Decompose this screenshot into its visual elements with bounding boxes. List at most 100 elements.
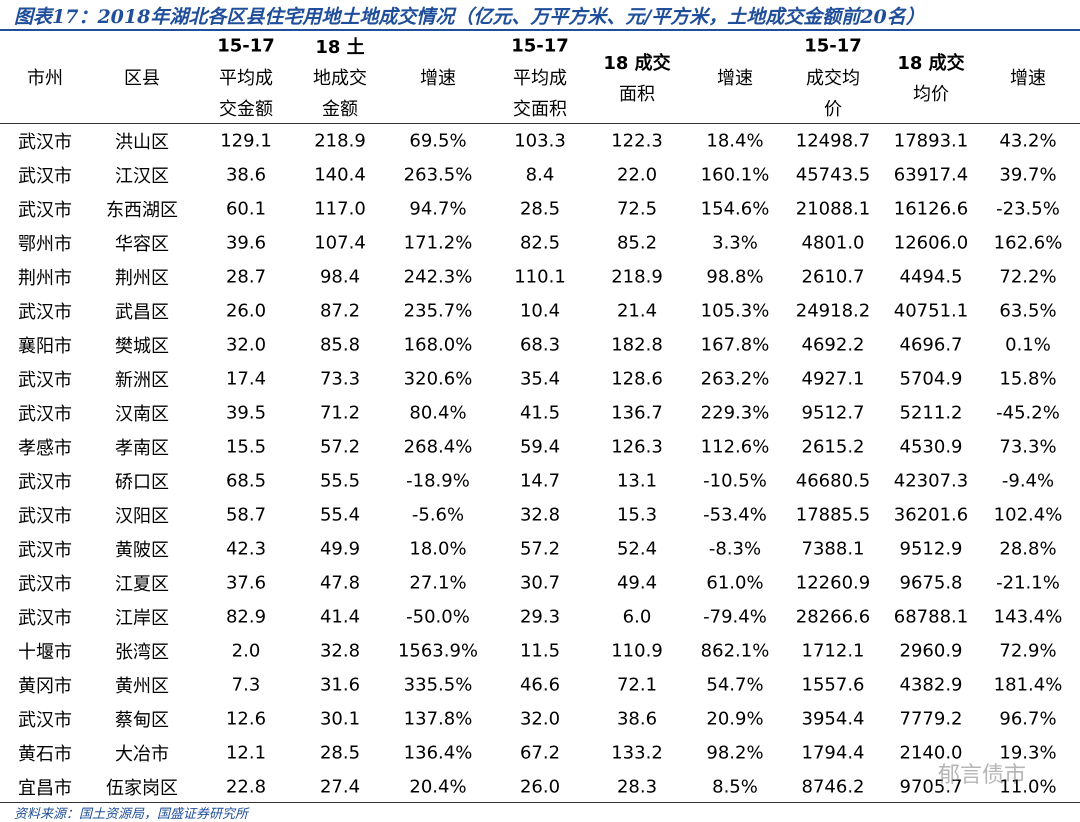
- cell: 1563.9%: [397, 640, 479, 662]
- cell: 129.1: [220, 130, 272, 152]
- cell: 133.2: [611, 742, 663, 764]
- cell: 大冶市: [115, 744, 169, 765]
- cell: 112.6%: [700, 436, 770, 458]
- cell: 12260.9: [795, 572, 871, 594]
- cell: 320.6%: [403, 368, 473, 390]
- cell: 3954.4: [801, 708, 865, 730]
- cell: 1794.4: [801, 742, 865, 764]
- header-cell: 成交均: [806, 68, 860, 89]
- cell: 十堰市: [18, 642, 72, 663]
- cell: 154.6%: [700, 198, 770, 220]
- cell: 60.1: [225, 198, 267, 220]
- cell: 9705.7: [899, 776, 963, 798]
- cell: 21.4: [616, 300, 658, 322]
- header-cell: 均价: [913, 83, 949, 105]
- cell: 4382.9: [899, 674, 963, 696]
- cell: 218.9: [314, 130, 366, 152]
- cell: 71.2: [319, 402, 361, 424]
- header-cell: 价: [824, 99, 842, 120]
- cell: 235.7%: [403, 300, 473, 322]
- cell: 85.2: [616, 232, 658, 254]
- cell: 12.1: [225, 742, 267, 764]
- cell: 11.0%: [999, 776, 1057, 798]
- cell: 江汉区: [115, 166, 169, 187]
- cell: 4696.7: [899, 334, 963, 356]
- header-cell: 增速: [1010, 68, 1046, 89]
- cell: 0.1%: [1005, 334, 1051, 356]
- cell: 73.3%: [999, 436, 1057, 458]
- cell: 63917.4: [893, 164, 969, 186]
- cell: 110.9: [611, 640, 663, 662]
- cell: 218.9: [611, 266, 663, 288]
- cell: 182.8: [611, 334, 663, 356]
- cell: 82.9: [225, 606, 267, 628]
- cell: 67.2: [519, 742, 561, 764]
- cell: 15.8%: [999, 368, 1057, 390]
- cell: 11.5: [519, 640, 561, 662]
- cell: 12498.7: [795, 130, 871, 152]
- cell: 862.1%: [700, 640, 770, 662]
- cell: 28266.6: [795, 606, 871, 628]
- cell: 103.3: [514, 130, 566, 152]
- cell: 樊城区: [115, 336, 169, 357]
- cell: 28.5: [519, 198, 561, 220]
- cell: 4494.5: [899, 266, 963, 288]
- cell: 42307.3: [893, 470, 969, 492]
- cell: -9.4%: [1001, 470, 1055, 492]
- cell: 22.0: [616, 164, 658, 186]
- cell: -10.5%: [703, 470, 767, 492]
- cell: 57.2: [319, 436, 361, 458]
- cell: 28.7: [225, 266, 267, 288]
- cell: -5.6%: [411, 504, 465, 526]
- cell: 122.3: [611, 130, 663, 152]
- cell: 18.0%: [409, 538, 467, 560]
- cell: 263.5%: [403, 164, 473, 186]
- cell: 17885.5: [795, 504, 871, 526]
- cell: 武汉市: [18, 710, 72, 731]
- cell: 52.4: [616, 538, 658, 560]
- cell: 160.1%: [700, 164, 770, 186]
- cell: 2.0: [231, 640, 261, 662]
- cell: 137.8%: [403, 708, 473, 730]
- cell: 15.5: [225, 436, 267, 458]
- cell: 38.6: [225, 164, 267, 186]
- cell: 2960.9: [899, 640, 963, 662]
- cell: 4927.1: [801, 368, 865, 390]
- cell: 110.1: [514, 266, 566, 288]
- header-cell: 面积: [619, 83, 655, 105]
- cell: 武汉市: [18, 608, 72, 629]
- header-cell: 18 成交: [897, 52, 965, 74]
- cell: 孝南区: [115, 438, 169, 459]
- cell: 12606.0: [893, 232, 969, 254]
- cell: 167.8%: [700, 334, 770, 356]
- cell: -45.2%: [996, 402, 1060, 424]
- cell: 武昌区: [115, 302, 169, 323]
- cell: 武汉市: [18, 200, 72, 221]
- cell: 143.4%: [993, 606, 1063, 628]
- header-cell: 18 土: [315, 37, 365, 58]
- cell: 229.3%: [700, 402, 770, 424]
- cell: 张湾区: [115, 642, 169, 663]
- cell: 45743.5: [795, 164, 871, 186]
- cell: 72.1: [616, 674, 658, 696]
- header-cell: 平均成: [513, 68, 567, 89]
- header-cell: 增速: [717, 68, 753, 89]
- cell: 32.8: [519, 504, 561, 526]
- cell: 63.5%: [999, 300, 1057, 322]
- header-cell: 15-17: [217, 35, 275, 57]
- cell: 武汉市: [18, 370, 72, 391]
- header-cell: 增速: [420, 68, 456, 89]
- cell: 武汉市: [18, 166, 72, 187]
- cell: 335.5%: [403, 674, 473, 696]
- cell: 27.1%: [409, 572, 467, 594]
- cell: 102.4%: [993, 504, 1063, 526]
- header-cell: 金额: [322, 99, 358, 120]
- cell: 黄州区: [115, 676, 169, 697]
- cell: 26.0: [225, 300, 267, 322]
- cell: -18.9%: [406, 470, 470, 492]
- cell: 46.6: [519, 674, 561, 696]
- cell: 16126.6: [893, 198, 969, 220]
- bottom-rule: [0, 802, 1080, 803]
- cell: 59.4: [519, 436, 561, 458]
- cell: 20.9%: [706, 708, 764, 730]
